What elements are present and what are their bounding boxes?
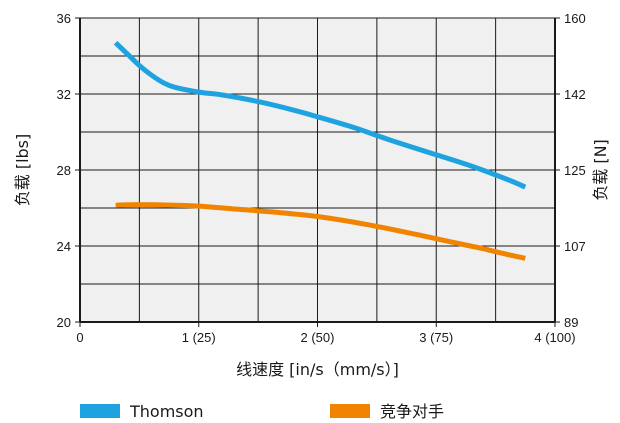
series-line-2 xyxy=(115,202,526,261)
y-right-tick-label: 142 xyxy=(564,87,586,102)
x-tick-label: 1 (25) xyxy=(182,330,216,345)
series-lines xyxy=(113,40,527,261)
y-right-tick-label: 89 xyxy=(564,315,578,330)
y-right-tick-label: 125 xyxy=(564,163,586,178)
legend-label: Thomson xyxy=(129,402,204,421)
y-left-tick-label: 24 xyxy=(57,239,71,254)
x-tick-label: 4 (100) xyxy=(534,330,575,345)
x-tick-label: 2 (50) xyxy=(301,330,335,345)
y-axis-title-right: 负载 [N] xyxy=(591,139,610,201)
y-right-tick-label: 107 xyxy=(564,239,586,254)
y-axis-title-left: 负载 [lbs] xyxy=(13,134,32,207)
x-axis-title: 线速度 [in/s（mm/s）] xyxy=(236,360,399,379)
y-left-tick-label: 32 xyxy=(57,87,71,102)
y-left-tick-label: 36 xyxy=(57,11,71,26)
y-left-tick-label: 28 xyxy=(57,163,71,178)
legend: Thomson 竞争对手 xyxy=(80,402,444,421)
x-tick-label: 0 xyxy=(76,330,83,345)
tick-labels: 0 1 (25) 2 (50) 3 (75) 4 (100) 20 24 28 32 36 89 10… xyxy=(57,11,586,345)
y-left-tick-label: 20 xyxy=(57,315,71,330)
series-line-1 xyxy=(113,40,527,190)
y-right-tick-label: 160 xyxy=(564,11,586,26)
legend-swatch xyxy=(80,404,120,418)
x-tick-label: 3 (75) xyxy=(419,330,453,345)
legend-swatch xyxy=(330,404,370,418)
legend-label: 竞争对手 xyxy=(380,402,444,421)
